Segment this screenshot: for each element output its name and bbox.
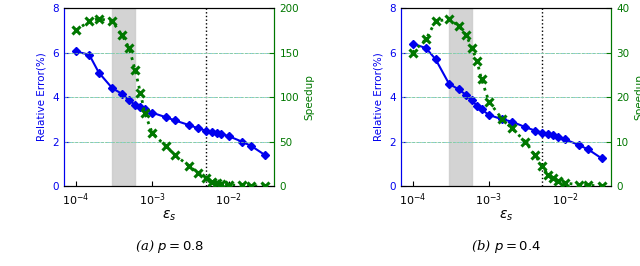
Bar [449, 8, 472, 186]
Text: (a) $p = 0.8$: (a) $p = 0.8$ [135, 238, 204, 255]
X-axis label: $\varepsilon_s$: $\varepsilon_s$ [162, 209, 177, 223]
Bar [112, 8, 135, 186]
Y-axis label: Relative Error(%): Relative Error(%) [374, 53, 384, 142]
Y-axis label: Speedup: Speedup [635, 74, 640, 120]
Text: (b) $p = 0.4$: (b) $p = 0.4$ [471, 238, 541, 255]
X-axis label: $\varepsilon_s$: $\varepsilon_s$ [499, 209, 513, 223]
Y-axis label: Speedup: Speedup [305, 74, 315, 120]
Y-axis label: Relative Error(%): Relative Error(%) [37, 53, 47, 142]
